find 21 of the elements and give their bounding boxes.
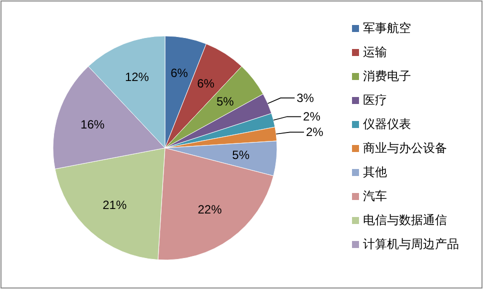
legend-label: 其他 (363, 165, 387, 179)
legend-label: 消费电子 (363, 69, 411, 83)
legend-label: 运输 (363, 45, 387, 59)
data-label: 2% (306, 125, 324, 140)
data-label: 2% (303, 110, 321, 124)
data-label: 5% (216, 94, 234, 108)
legend-label: 计算机与周边产品 (363, 237, 459, 251)
legend-label: 军事航空 (363, 21, 411, 35)
legend-label: 医疗 (363, 93, 387, 107)
data-label: 3% (296, 90, 314, 105)
data-label: 12% (124, 70, 150, 84)
data-label: 16% (80, 117, 105, 132)
data-label: 6% (170, 66, 188, 80)
data-label: 6% (197, 76, 215, 91)
data-label: 21% (102, 198, 127, 212)
legend-label: 电信与数据通信 (363, 213, 447, 227)
data-label: 5% (232, 148, 250, 162)
legend-label: 商业与办公设备 (363, 141, 447, 155)
data-label: 22% (198, 202, 222, 217)
legend-label: 仪器仪表 (363, 117, 411, 131)
legend-label: 汽车 (363, 189, 387, 203)
